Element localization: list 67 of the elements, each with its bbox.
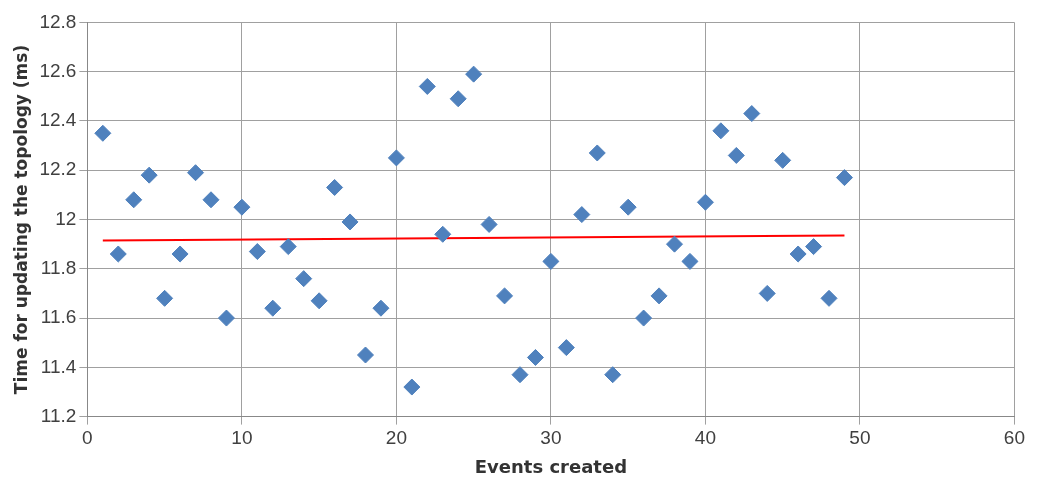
point bbox=[619, 198, 637, 216]
x-tick-label: 20 bbox=[385, 427, 407, 449]
point bbox=[496, 287, 514, 305]
y-tick-label: 12.8 bbox=[39, 10, 77, 32]
x-tick-label: 60 bbox=[1003, 427, 1025, 449]
y-tick-label: 12 bbox=[55, 207, 77, 229]
point bbox=[758, 284, 776, 302]
y-tick-label: 11.6 bbox=[40, 306, 77, 328]
x-tick-label: 30 bbox=[540, 427, 562, 449]
point bbox=[372, 299, 390, 317]
point bbox=[279, 238, 297, 256]
point bbox=[217, 309, 235, 327]
point bbox=[434, 225, 452, 243]
point bbox=[357, 346, 374, 364]
point bbox=[264, 299, 282, 317]
y-tick-label: 11.8 bbox=[40, 257, 77, 279]
y-tick-label: 12.4 bbox=[39, 109, 77, 131]
point bbox=[712, 122, 730, 140]
point bbox=[789, 245, 807, 263]
y-tick-label: 11.2 bbox=[40, 404, 77, 426]
point bbox=[604, 366, 622, 384]
point bbox=[650, 287, 668, 305]
point bbox=[403, 378, 421, 396]
point bbox=[202, 191, 220, 209]
point bbox=[820, 289, 838, 307]
point bbox=[94, 124, 112, 142]
point bbox=[743, 105, 761, 123]
point bbox=[326, 178, 344, 196]
point bbox=[480, 215, 498, 233]
x-tick-label: 0 bbox=[82, 427, 93, 449]
point bbox=[171, 245, 189, 263]
point bbox=[635, 309, 653, 327]
point bbox=[140, 166, 158, 184]
point bbox=[109, 245, 127, 263]
point bbox=[310, 292, 328, 310]
point bbox=[295, 270, 313, 288]
point bbox=[465, 65, 483, 83]
point bbox=[774, 151, 792, 169]
point bbox=[557, 339, 575, 357]
point bbox=[542, 252, 560, 270]
point bbox=[526, 348, 544, 366]
point bbox=[511, 366, 529, 384]
x-tick-label: 40 bbox=[694, 427, 716, 449]
point bbox=[835, 169, 853, 187]
point bbox=[449, 90, 467, 108]
y-tick-label: 12.2 bbox=[39, 158, 77, 180]
point bbox=[125, 191, 143, 209]
point bbox=[681, 252, 699, 270]
y-tick-label: 11.4 bbox=[40, 355, 77, 377]
y-tick-label: 12.6 bbox=[39, 59, 77, 81]
point bbox=[387, 149, 405, 167]
point bbox=[727, 146, 745, 164]
point bbox=[805, 238, 823, 256]
x-tick-label: 50 bbox=[849, 427, 871, 449]
point bbox=[666, 235, 684, 253]
x-tick-label: 10 bbox=[231, 427, 253, 449]
y-axis-title: Time for updating the topology (ms) bbox=[10, 44, 31, 395]
point bbox=[341, 213, 359, 231]
point bbox=[248, 243, 266, 261]
x-axis-title: Events created bbox=[474, 455, 628, 477]
point bbox=[418, 77, 436, 95]
point bbox=[233, 198, 251, 216]
point bbox=[187, 164, 205, 182]
point bbox=[573, 206, 591, 224]
point bbox=[588, 144, 606, 162]
point bbox=[696, 193, 714, 211]
point bbox=[156, 289, 174, 307]
